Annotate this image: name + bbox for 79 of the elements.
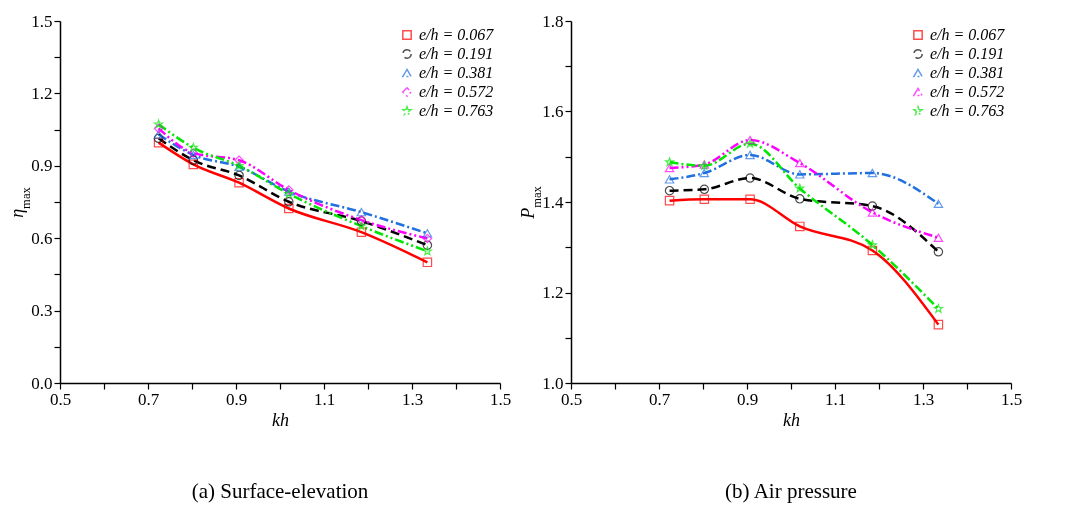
point (234, 155, 244, 166)
point (745, 194, 755, 205)
point (933, 304, 943, 313)
point (234, 177, 244, 188)
legend-label: e/h = 0.572 (419, 83, 494, 100)
text: (a) Surface-elevation (191, 479, 369, 503)
legend-label: e/h = 0.191 (419, 45, 494, 62)
point (795, 221, 805, 232)
point (284, 203, 294, 214)
x-tick-label: 1.3 (401, 389, 424, 409)
point (356, 221, 366, 231)
x-tick-label: 0.9 (225, 389, 248, 409)
x-tick-label: 0.9 (736, 389, 759, 409)
point (153, 123, 164, 134)
y-tick-label: 1.2 (542, 283, 564, 302)
point (664, 163, 675, 173)
point (153, 133, 164, 144)
x-tick-label: 1.5 (489, 389, 512, 409)
point (664, 157, 675, 167)
point (699, 168, 710, 178)
point (664, 185, 675, 196)
point (867, 208, 878, 217)
legend-label: e/h = 0.381 (930, 64, 1005, 81)
y-tick-label: 1.2 (31, 83, 53, 103)
point (188, 142, 198, 152)
point (867, 240, 877, 249)
point (664, 195, 675, 206)
x-tick-label: 0.7 (648, 389, 671, 409)
x-tick-label: 1.1 (824, 389, 847, 409)
point (795, 194, 805, 204)
point (422, 240, 433, 250)
point (699, 184, 710, 195)
y-tick-label: 1.6 (542, 102, 564, 121)
x-tick-label: 1.1 (313, 389, 336, 409)
point (933, 247, 944, 257)
legend-label: e/h = 0.191 (930, 45, 1005, 62)
x-axis-title: kh (783, 409, 800, 430)
legend-label: e/h = 0.572 (930, 83, 1005, 100)
point (795, 170, 805, 179)
y-tick-label: 0.3 (31, 301, 53, 321)
point (188, 159, 199, 170)
x-tick-label: 1.3 (912, 389, 935, 409)
point (356, 207, 367, 217)
legend-label: e/h = 0.763 (419, 102, 494, 119)
y-tick-label: 1.8 (542, 11, 564, 31)
point (153, 119, 164, 129)
legend-label: e/h = 0.763 (930, 102, 1005, 119)
text: (b) Air pressure (725, 479, 857, 503)
point (188, 155, 199, 166)
point (664, 175, 675, 184)
legend-label: e/h = 0.067 (419, 26, 495, 43)
point (795, 183, 805, 193)
point (422, 233, 433, 244)
point (867, 168, 878, 178)
point (933, 233, 944, 242)
point (699, 194, 710, 205)
point (795, 158, 805, 168)
point (745, 173, 755, 183)
point (867, 245, 878, 256)
legend-label: e/h = 0.381 (419, 64, 494, 81)
point (153, 130, 164, 139)
point (356, 227, 367, 237)
point (422, 246, 432, 256)
point (422, 257, 433, 268)
y-tick-label: 0.9 (31, 156, 53, 176)
x-tick-label: 1.5 (1000, 389, 1023, 409)
point (933, 199, 944, 209)
point (745, 150, 755, 160)
point (867, 201, 878, 211)
legend-label: e/h = 0.067 (930, 26, 1006, 43)
x-axis-title: kh (272, 409, 289, 430)
point (422, 229, 433, 238)
y-tick-label: 1.4 (542, 192, 564, 212)
point (284, 196, 294, 207)
point (933, 319, 944, 330)
y-tick-label: 0.6 (31, 228, 53, 248)
x-tick-label: 0.7 (137, 389, 160, 409)
point (234, 170, 244, 181)
y-tick-label: 1.5 (31, 11, 53, 31)
